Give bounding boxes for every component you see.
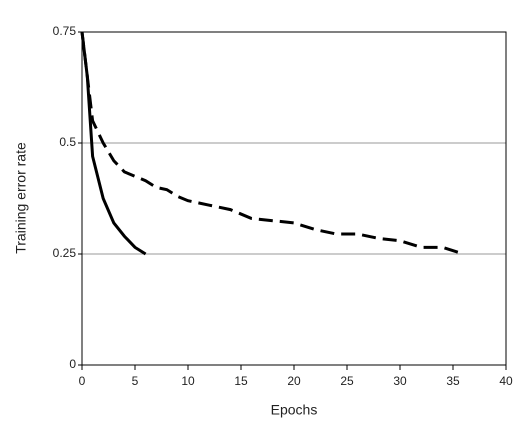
y-tick-label: 0.5 (59, 135, 76, 149)
x-tick-label: 20 (287, 374, 301, 388)
x-tick-label: 10 (181, 374, 195, 388)
x-tick-label: 40 (499, 374, 513, 388)
x-axis-title: Epochs (271, 402, 318, 418)
y-tick-label: 0.75 (53, 24, 77, 38)
x-tick-label: 0 (79, 374, 86, 388)
x-tick-label: 30 (393, 374, 407, 388)
x-tick-label: 15 (234, 374, 248, 388)
x-tick-label: 5 (132, 374, 139, 388)
plot-frame (81, 31, 507, 366)
x-tick-label: 35 (446, 374, 460, 388)
y-axis-title: Training error rate (13, 142, 29, 254)
line-series (80, 31, 465, 256)
y-tick-label: 0 (69, 357, 76, 371)
line-series (80, 31, 147, 256)
y-tick-label: 0.25 (53, 246, 77, 260)
x-tick-label: 25 (340, 374, 354, 388)
